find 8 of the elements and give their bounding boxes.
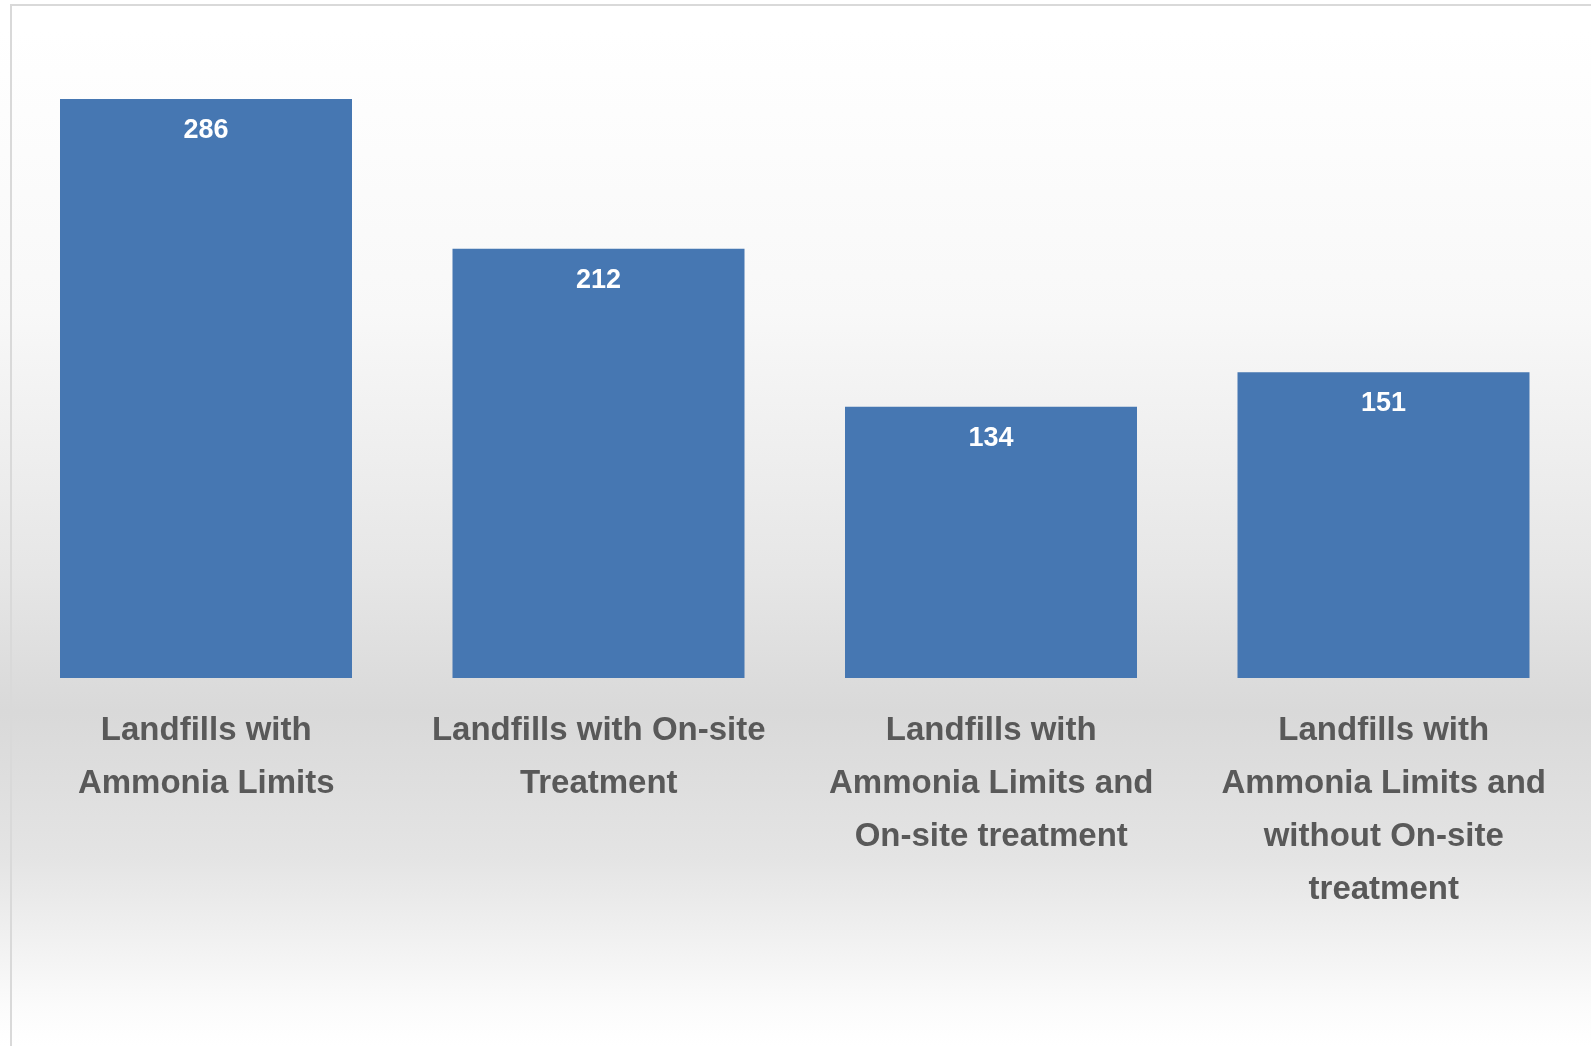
data-label: 151 <box>1360 387 1407 418</box>
x-tick-label: Landfills with Ammonia Limits and On-site treatment <box>828 710 1154 853</box>
data-label: 286 <box>183 114 229 145</box>
x-tick-label: Landfills with Ammonia Limits <box>77 710 335 800</box>
data-label: 212 <box>575 263 622 294</box>
x-tick-label: Landfills with On-site Treatment <box>431 710 766 800</box>
x-tick-label: Landfills with Ammonia Limits and without On-site treatment <box>1221 710 1547 906</box>
data-label: 134 <box>968 421 1014 452</box>
